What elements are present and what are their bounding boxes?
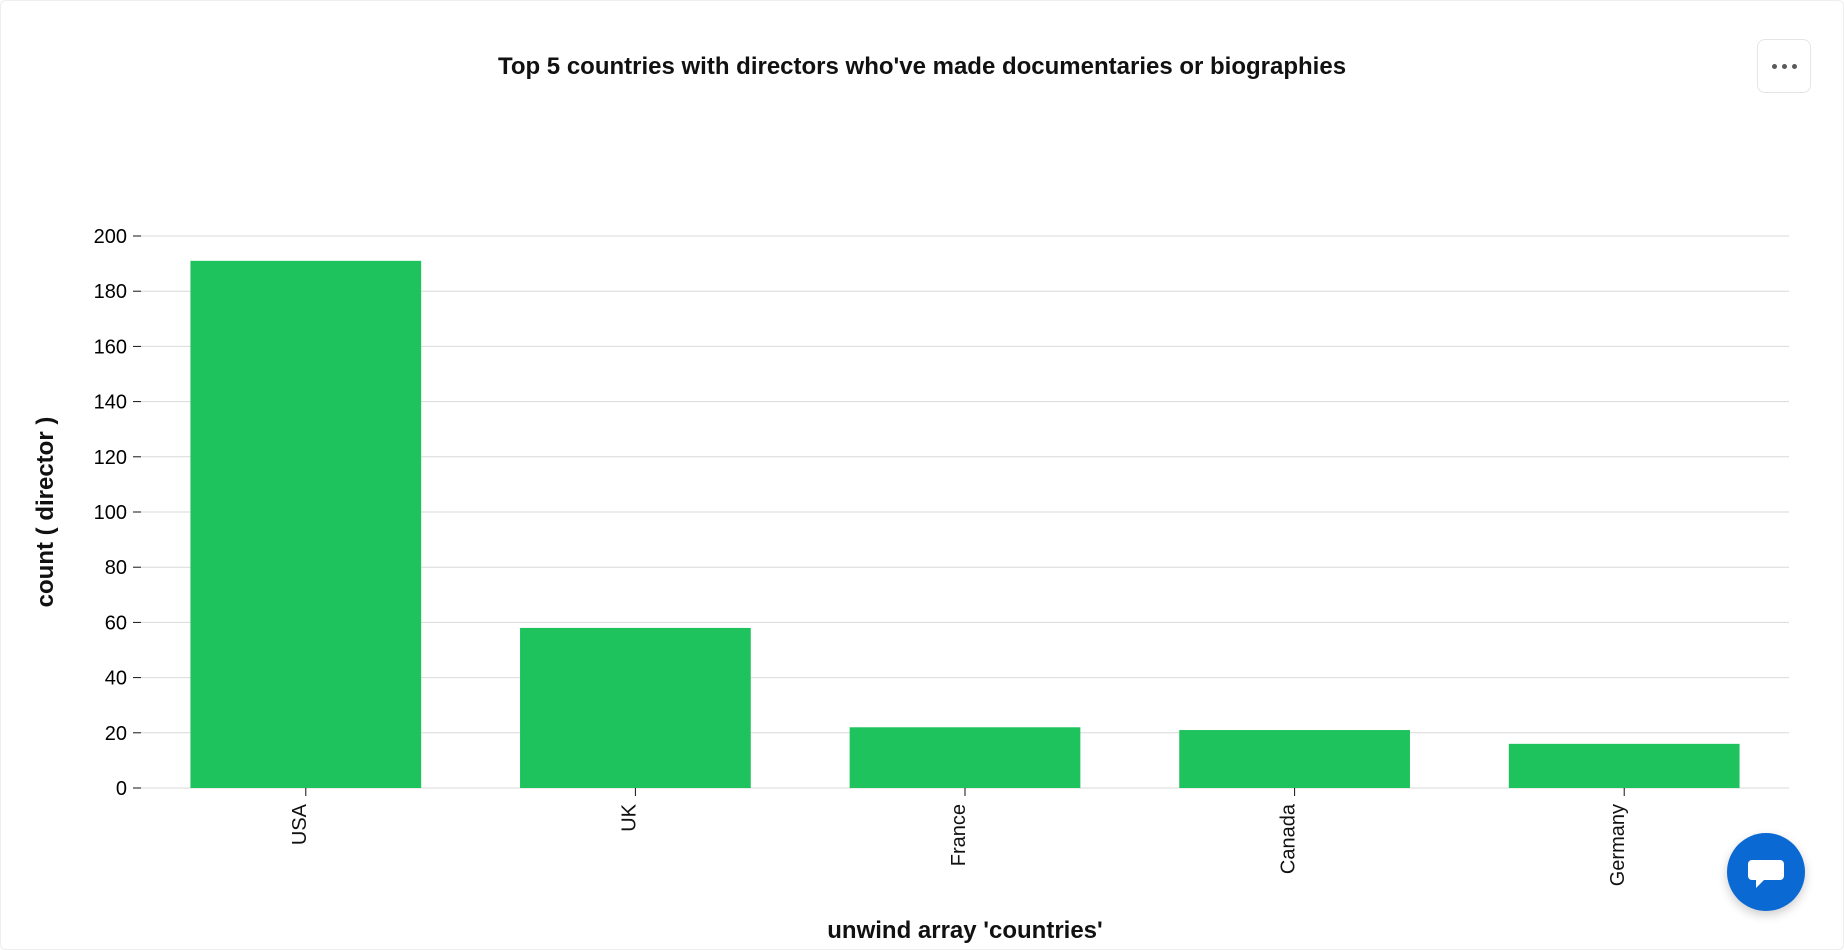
x-category-label: Canada (1278, 803, 1300, 874)
bar (1179, 730, 1410, 788)
x-category-label: Germany (1607, 804, 1629, 886)
svg-text:40: 40 (105, 668, 127, 690)
svg-text:140: 140 (94, 392, 127, 414)
bar (1509, 744, 1740, 788)
svg-text:60: 60 (105, 612, 127, 634)
y-axis-title: count ( director ) (32, 417, 59, 608)
bar-chart: 020406080100120140160180200USAUKFranceCa… (141, 236, 1789, 788)
svg-text:180: 180 (94, 281, 127, 303)
x-category-label: UK (618, 803, 640, 831)
svg-text:0: 0 (116, 778, 127, 800)
svg-text:100: 100 (94, 502, 127, 524)
x-category-label: France (948, 804, 970, 866)
chart-title: Top 5 countries with directors who've ma… (1, 53, 1843, 81)
bar (850, 727, 1081, 788)
svg-text:200: 200 (94, 226, 127, 248)
chat-icon (1746, 852, 1786, 892)
bar (520, 628, 751, 788)
svg-text:160: 160 (94, 336, 127, 358)
x-axis-title: unwind array 'countries' (827, 917, 1102, 944)
svg-text:20: 20 (105, 723, 127, 745)
chat-button[interactable] (1727, 833, 1805, 911)
ellipsis-icon (1772, 64, 1797, 69)
bar (190, 261, 421, 788)
svg-text:120: 120 (94, 447, 127, 469)
x-category-label: USA (289, 803, 311, 845)
chart-card: Top 5 countries with directors who've ma… (0, 0, 1844, 950)
svg-text:80: 80 (105, 557, 127, 579)
more-options-button[interactable] (1757, 39, 1811, 93)
